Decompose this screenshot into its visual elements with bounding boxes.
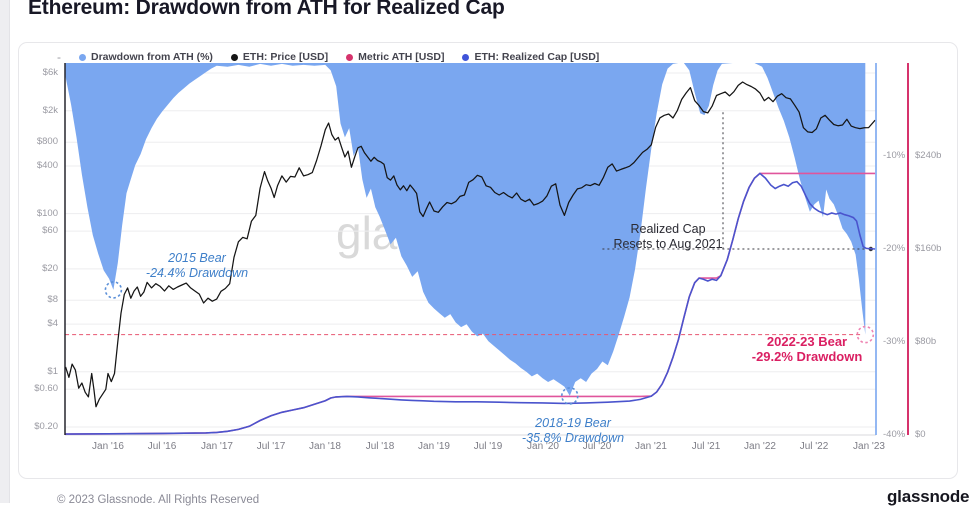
- legend-item[interactable]: ETH: Price [USD]: [230, 51, 329, 63]
- legend-dot-icon: [230, 53, 238, 61]
- legend-dot-icon: [462, 53, 470, 61]
- page-title: Ethereum: Drawdown from ATH for Realized…: [28, 0, 505, 19]
- legend-item[interactable]: ETH: Realized Cap [USD]: [462, 51, 599, 63]
- legend-collapse-control[interactable]: -: [57, 50, 61, 64]
- legend-label: ETH: Realized Cap [USD]: [474, 51, 600, 63]
- legend-label: Metric ATH [USD]: [358, 51, 445, 63]
- footer-copyright: © 2023 Glassnode. All Rights Reserved: [57, 494, 260, 506]
- legend-dot-icon: [346, 53, 354, 61]
- chart-plot-area[interactable]: [65, 63, 876, 435]
- legend: - Drawdown from ATH (%) ETH: Price [USD] M…: [57, 49, 599, 65]
- legend-label: Drawdown from ATH (%): [91, 51, 213, 63]
- legend-dot-icon: [79, 53, 86, 61]
- legend-items: Drawdown from ATH (%) ETH: Price [USD] Met…: [79, 51, 599, 63]
- legend-label: ETH: Price [USD]: [242, 51, 329, 63]
- brand-wordmark[interactable]: glassnode: [887, 487, 970, 506]
- left-edge-strip: [0, 0, 10, 503]
- legend-item[interactable]: Drawdown from ATH (%): [79, 51, 213, 63]
- legend-item[interactable]: Metric ATH [USD]: [346, 51, 444, 63]
